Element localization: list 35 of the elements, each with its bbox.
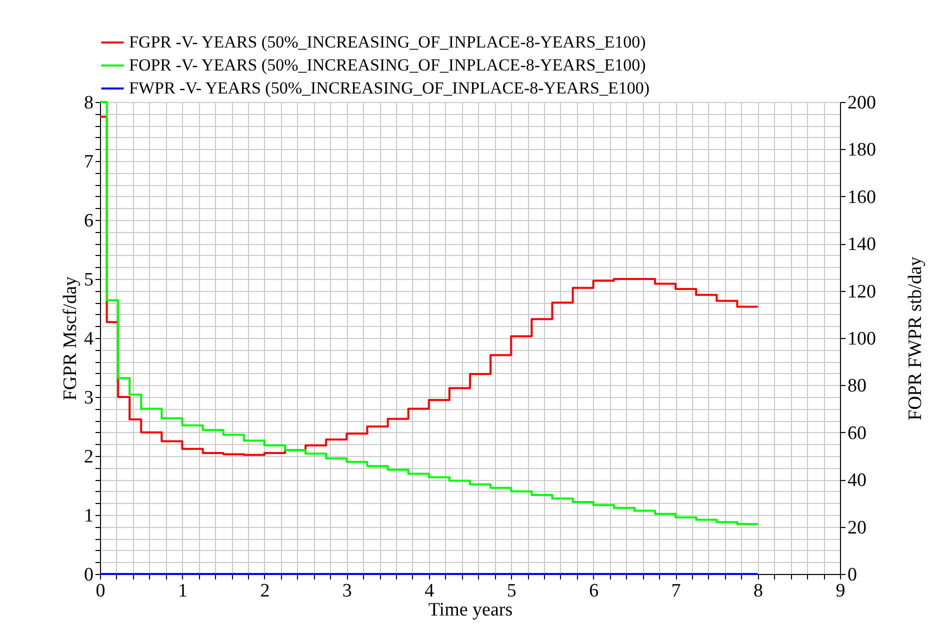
y-tick-label: 8 — [84, 92, 94, 114]
y-tick-label: 1 — [84, 506, 94, 526]
y-axis-title: FGPR Mscf/day — [60, 276, 81, 401]
y2-tick-label: 0 — [848, 564, 857, 586]
legend-label: FOPR -V- YEARS (50%_INCREASING_OF_INPLACE-8-YEARS_E100) — [129, 56, 646, 74]
x-tick-label: 5 — [506, 580, 516, 602]
y2-tick-label: 60 — [848, 422, 866, 444]
y-tick-label: 3 — [84, 388, 94, 408]
x-axis-title: Time years — [428, 600, 513, 620]
x-tick-label: 9 — [836, 580, 846, 602]
y-tick-label: 5 — [84, 270, 94, 290]
y2-axis-title: FOPR FWPR stb/day — [905, 256, 926, 420]
y2-tick-label: 200 — [848, 92, 876, 114]
y2-tick-label: 100 — [848, 328, 876, 350]
x-tick-label: 7 — [671, 580, 681, 602]
y2-tick-label: 80 — [848, 376, 866, 397]
x-tick-label: 4 — [424, 580, 435, 602]
y-tick-label: 7 — [84, 152, 94, 172]
x-tick-label: 3 — [342, 580, 352, 602]
legend-label: FWPR -V- YEARS (50%_INCREASING_OF_INPLACE-8-YEARS_E100) — [129, 78, 650, 98]
y-tick-label: 4 — [84, 328, 94, 350]
y2-tick-label: 120 — [848, 281, 876, 302]
x-tick-label: 1 — [178, 580, 188, 602]
y-tick-label: 0 — [84, 564, 94, 586]
y2-tick-label: 20 — [848, 517, 866, 538]
y2-tick-label: 40 — [848, 470, 866, 492]
x-tick-label: 6 — [589, 580, 599, 602]
y-tick-label: 2 — [84, 446, 94, 468]
x-tick-label: 8 — [754, 580, 764, 602]
y-tick-label: 6 — [84, 210, 94, 232]
y2-tick-label: 160 — [848, 186, 876, 208]
x-tick-label: 2 — [260, 580, 270, 602]
y2-tick-label: 180 — [848, 140, 876, 161]
legend-label: FGPR -V- YEARS (50%_INCREASING_OF_INPLACE-8-YEARS_E100) — [129, 32, 646, 52]
y2-tick-label: 140 — [848, 234, 876, 256]
